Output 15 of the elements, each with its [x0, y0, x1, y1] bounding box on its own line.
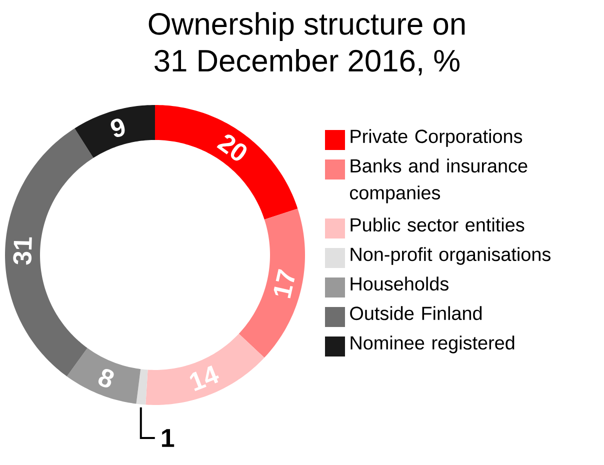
data-label: 1: [162, 429, 174, 447]
legend-label: Private Corporations: [350, 129, 522, 147]
legend-label: Banks and insurance companies: [350, 158, 528, 204]
legend-label: Nominee registered: [350, 336, 514, 354]
chart-title: Ownership structure on 31 December 2016, %: [148, 12, 465, 76]
legend-label: Non-profit organisations: [350, 247, 550, 265]
data-label: 9: [110, 118, 125, 138]
data-label: 8: [98, 368, 114, 388]
data-label: 14: [190, 366, 219, 392]
data-label: 31: [13, 237, 32, 265]
data-label: 17: [274, 268, 295, 298]
data-label: 20: [216, 134, 247, 161]
legend-label: Public sector entities: [350, 218, 524, 232]
legend-label: Households: [350, 276, 448, 291]
legend-label: Outside Finland: [350, 306, 482, 320]
